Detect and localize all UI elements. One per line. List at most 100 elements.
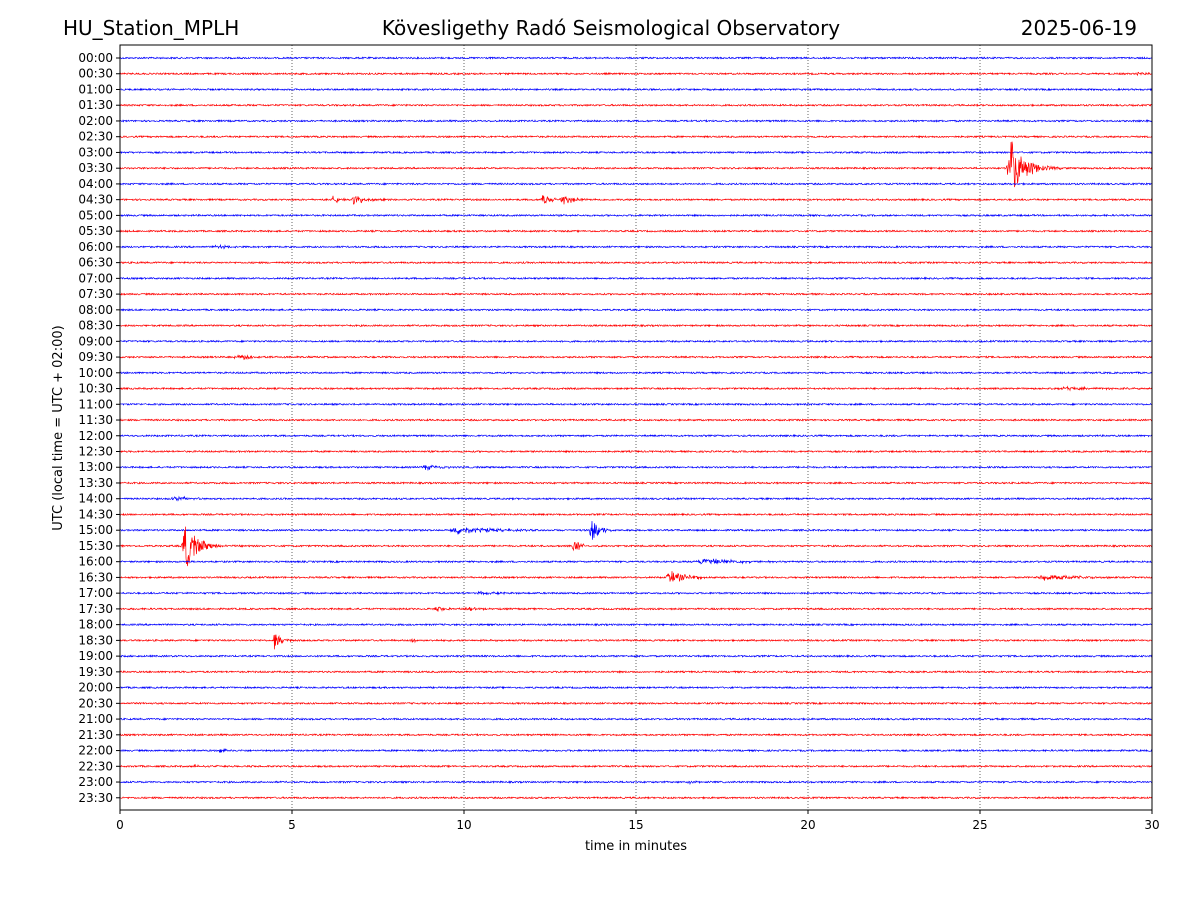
y-tick-label: 23:30 (78, 791, 113, 805)
y-tick-label: 08:00 (78, 303, 113, 317)
y-tick-label: 03:00 (78, 145, 113, 159)
y-tick-label: 04:00 (78, 177, 113, 191)
trace-2330 (119, 795, 1153, 800)
y-tick-label: 10:00 (78, 366, 113, 380)
trace-0430 (119, 195, 1153, 205)
y-tick-label: 22:00 (78, 744, 113, 758)
y-tick-label: 14:30 (78, 507, 113, 521)
y-tick-label: 21:30 (78, 728, 113, 742)
y-tick-label: 05:30 (78, 224, 113, 238)
y-tick-label: 17:30 (78, 602, 113, 616)
trace-2000 (119, 685, 1153, 690)
station-name: HU_Station_MPLH (63, 16, 240, 40)
trace-2230 (119, 764, 1153, 769)
y-tick-label: 08:30 (78, 319, 113, 333)
trace-2100 (119, 717, 1153, 721)
y-tick-label: 06:00 (78, 240, 113, 254)
trace-2130 (119, 732, 1153, 737)
trace-1100 (119, 402, 1153, 407)
y-tick-label: 05:00 (78, 208, 113, 222)
y-tick-label: 12:00 (78, 429, 113, 443)
y-tick-label: 10:30 (78, 382, 113, 396)
trace-0530 (119, 229, 1153, 234)
trace-1700 (119, 590, 1153, 596)
trace-1130 (119, 418, 1153, 422)
trace-0930 (119, 354, 1153, 361)
y-tick-label: 13:00 (78, 460, 113, 474)
y-tick-label: 03:30 (78, 161, 113, 175)
trace-1830 (119, 634, 1153, 650)
trace-0030 (119, 71, 1153, 77)
y-tick-label: 19:00 (78, 649, 113, 663)
y-tick-label: 02:30 (78, 130, 113, 144)
trace-0400 (119, 182, 1153, 186)
trace-1230 (119, 449, 1153, 454)
y-tick-label: 22:30 (78, 759, 113, 773)
y-tick-label: 14:00 (78, 492, 113, 506)
trace-2300 (119, 780, 1153, 785)
y-tick-label: 09:00 (78, 334, 113, 348)
y-axis-label: UTC (local time = UTC + 02:00) (51, 325, 66, 530)
date-label: 2025-06-19 (1020, 16, 1137, 40)
y-tick-label: 01:00 (78, 82, 113, 96)
y-tick-label: 11:30 (78, 413, 113, 427)
trace-0000 (119, 56, 1153, 60)
trace-1430 (119, 512, 1153, 517)
trace-0300 (119, 150, 1153, 155)
trace-1000 (119, 370, 1153, 375)
trace-1300 (119, 464, 1153, 472)
trace-1600 (119, 558, 1153, 565)
trace-1930 (119, 669, 1153, 674)
y-tick-label: 15:30 (78, 539, 113, 553)
trace-0900 (119, 339, 1153, 344)
y-tick-label: 18:30 (78, 633, 113, 647)
trace-0800 (119, 307, 1153, 312)
y-tick-label: 13:30 (78, 476, 113, 490)
trace-1330 (119, 481, 1153, 485)
trace-0730 (119, 292, 1153, 296)
y-tick-label: 20:00 (78, 681, 113, 695)
seismic-traces (119, 56, 1153, 800)
trace-1800 (119, 622, 1153, 627)
plot-frame (119, 44, 1153, 811)
x-tick-label: 15 (628, 818, 643, 832)
chart-title: Kövesligethy Radó Seismological Observat… (381, 16, 841, 40)
x-tick-label: 30 (1144, 818, 1159, 832)
y-tick-label: 17:00 (78, 586, 113, 600)
y-tick-label: 07:30 (78, 287, 113, 301)
x-tick-label: 25 (972, 818, 987, 832)
y-tick-label: 11:00 (78, 397, 113, 411)
x-tick-label: 5 (288, 818, 296, 832)
trace-0700 (119, 276, 1153, 281)
y-tick-label: 01:30 (78, 98, 113, 112)
y-tick-label: 18:00 (78, 618, 113, 632)
trace-0330 (119, 141, 1153, 188)
y-tick-label: 07:00 (78, 271, 113, 285)
trace-0600 (119, 243, 1153, 250)
trace-0100 (119, 87, 1153, 92)
y-tick-label: 06:30 (78, 256, 113, 270)
trace-1030 (119, 385, 1153, 392)
trace-1530 (119, 526, 1153, 567)
y-tick-label: 12:30 (78, 445, 113, 459)
trace-1630 (119, 571, 1153, 582)
trace-0630 (119, 260, 1153, 265)
trace-0500 (119, 213, 1153, 218)
trace-1200 (119, 433, 1153, 438)
y-tick-label: 16:00 (78, 555, 113, 569)
y-tick-label: 20:30 (78, 696, 113, 710)
y-tick-label: 04:30 (78, 193, 113, 207)
trace-1730 (119, 606, 1153, 612)
x-tick-label: 20 (800, 818, 815, 832)
x-axis-label: time in minutes (585, 839, 687, 854)
y-tick-label: 21:00 (78, 712, 113, 726)
y-tick-label: 23:00 (78, 775, 113, 789)
x-tick-label: 0 (116, 818, 124, 832)
y-tick-label: 09:30 (78, 350, 113, 364)
y-tick-label: 15:00 (78, 523, 113, 537)
y-tick-label: 19:30 (78, 665, 113, 679)
trace-0830 (119, 323, 1153, 328)
y-tick-label: 02:00 (78, 114, 113, 128)
